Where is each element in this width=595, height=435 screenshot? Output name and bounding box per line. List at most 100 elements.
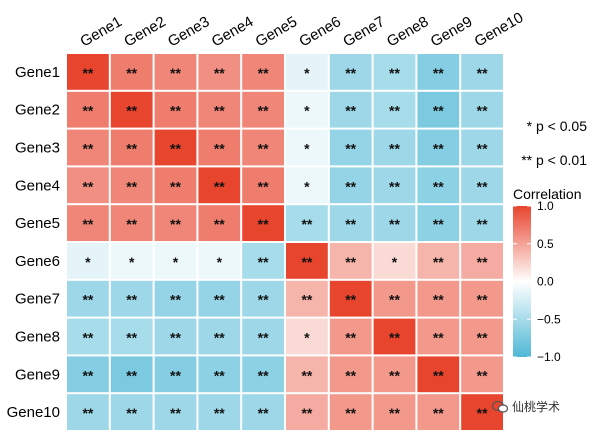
cell-gene6-gene3 bbox=[154, 243, 197, 279]
cell-gene2-gene6 bbox=[286, 91, 328, 128]
significance-mark: ** bbox=[433, 254, 444, 270]
cell-gene7-gene5 bbox=[242, 280, 284, 317]
significance-mark: ** bbox=[345, 405, 356, 421]
cell-gene2-gene8 bbox=[373, 91, 416, 128]
cell-gene5-gene3 bbox=[154, 205, 197, 241]
significance-mark: ** bbox=[389, 216, 400, 232]
significance-mark: * bbox=[304, 141, 310, 157]
cell-gene2-gene9 bbox=[417, 91, 460, 128]
significance-mark: ** bbox=[389, 65, 400, 81]
row-labels: Gene1 Gene2 Gene3 Gene4 Gene5 Gene6 Gene7 Gene8… bbox=[7, 64, 60, 421]
cell-gene6-gene5 bbox=[242, 243, 284, 279]
significance-mark: ** bbox=[345, 330, 356, 346]
cell-gene2-gene4 bbox=[198, 91, 241, 128]
significance-mark: ** bbox=[126, 65, 137, 81]
column-label-gene2: Gene2 bbox=[121, 13, 169, 50]
significance-mark: ** bbox=[258, 216, 269, 232]
row-label-gene10: Gene10 bbox=[7, 404, 60, 421]
cell-gene3-gene1 bbox=[67, 129, 109, 166]
cell-gene8-gene6 bbox=[286, 318, 328, 355]
cell-gene4-gene6 bbox=[286, 167, 328, 204]
cell-gene9-gene1 bbox=[67, 356, 109, 393]
cell-gene7-gene8 bbox=[373, 280, 416, 317]
significance-mark: * bbox=[392, 254, 398, 270]
cell-gene10-gene8 bbox=[373, 394, 416, 430]
cell-gene2-gene3 bbox=[154, 91, 197, 128]
significance-mark: * bbox=[129, 254, 135, 270]
column-label-gene9: Gene9 bbox=[428, 13, 476, 50]
significance-mark: ** bbox=[477, 65, 488, 81]
significance-mark: ** bbox=[433, 65, 444, 81]
wechat-icon bbox=[492, 400, 508, 413]
row-label-gene6: Gene6 bbox=[15, 253, 60, 270]
significance-mark: ** bbox=[170, 65, 181, 81]
cell-gene4-gene7 bbox=[329, 167, 372, 204]
significance-mark: ** bbox=[126, 103, 137, 119]
cell-gene1-gene7 bbox=[329, 54, 372, 90]
significance-mark: ** bbox=[214, 330, 225, 346]
significance-mark: ** bbox=[82, 141, 93, 157]
significance-mark: ** bbox=[345, 65, 356, 81]
significance-mark: ** bbox=[345, 216, 356, 232]
cell-gene2-gene5 bbox=[242, 91, 284, 128]
significance-mark: ** bbox=[82, 330, 93, 346]
significance-mark: ** bbox=[477, 141, 488, 157]
cell-gene5-gene2 bbox=[110, 205, 153, 241]
colorbar-tick-label: −0.5 bbox=[537, 312, 561, 326]
cell-gene10-gene5 bbox=[242, 394, 284, 430]
cell-gene9-gene6 bbox=[286, 356, 328, 393]
column-labels: Gene1Gene2Gene3Gene4Gene5Gene6Gene7Gene8… bbox=[77, 9, 526, 50]
significance-mark: * bbox=[304, 65, 310, 81]
significance-mark: ** bbox=[258, 367, 269, 383]
significance-mark: ** bbox=[301, 405, 312, 421]
significance-mark: ** bbox=[126, 292, 137, 308]
cell-gene8-gene10 bbox=[461, 318, 503, 355]
column-label-gene8: Gene8 bbox=[384, 13, 432, 50]
cell-gene7-gene7 bbox=[329, 280, 372, 317]
cell-gene3-gene10 bbox=[461, 129, 503, 166]
cell-gene10-gene9 bbox=[417, 394, 460, 430]
significance-mark: ** bbox=[389, 103, 400, 119]
significance-mark: ** bbox=[82, 405, 93, 421]
row-label-gene4: Gene4 bbox=[15, 177, 60, 194]
significance-mark: ** bbox=[433, 178, 444, 194]
significance-mark: ** bbox=[258, 292, 269, 308]
significance-mark: ** bbox=[477, 254, 488, 270]
cell-gene3-gene6 bbox=[286, 129, 328, 166]
cell-gene10-gene10 bbox=[461, 394, 503, 430]
significance-mark: * bbox=[173, 254, 179, 270]
significance-mark: ** bbox=[389, 330, 400, 346]
cell-gene6-gene7 bbox=[329, 243, 372, 279]
cell-gene5-gene5 bbox=[242, 205, 284, 241]
colorbar-tick-label: −1.0 bbox=[537, 350, 561, 364]
cell-gene10-gene2 bbox=[110, 394, 153, 430]
significance-mark: ** bbox=[170, 141, 181, 157]
cell-gene9-gene8 bbox=[373, 356, 416, 393]
significance-mark: ** bbox=[170, 103, 181, 119]
cell-gene6-gene9 bbox=[417, 243, 460, 279]
significance-mark: ** bbox=[433, 141, 444, 157]
cell-gene6-gene2 bbox=[110, 243, 153, 279]
significance-mark: ** bbox=[126, 216, 137, 232]
significance-legend-p01: ** p < 0.01 bbox=[521, 152, 587, 168]
significance-mark: ** bbox=[345, 254, 356, 270]
cell-gene3-gene9 bbox=[417, 129, 460, 166]
cell-gene1-gene1 bbox=[67, 54, 109, 90]
significance-mark: ** bbox=[433, 367, 444, 383]
significance-mark: ** bbox=[389, 178, 400, 194]
column-label-gene7: Gene7 bbox=[340, 13, 388, 50]
cell-gene8-gene8 bbox=[373, 318, 416, 355]
cell-gene6-gene1 bbox=[67, 243, 109, 279]
colorbar-tick-label: 0.0 bbox=[537, 275, 554, 289]
significance-mark: ** bbox=[477, 292, 488, 308]
cell-gene10-gene1 bbox=[67, 394, 109, 430]
cell-gene2-gene7 bbox=[329, 91, 372, 128]
row-label-gene1: Gene1 bbox=[15, 64, 60, 81]
cell-gene4-gene10 bbox=[461, 167, 503, 204]
cell-gene1-gene5 bbox=[242, 54, 284, 90]
significance-mark: ** bbox=[389, 141, 400, 157]
significance-mark: ** bbox=[345, 292, 356, 308]
cell-gene7-gene10 bbox=[461, 280, 503, 317]
significance-mark: ** bbox=[433, 405, 444, 421]
cell-gene4-gene4 bbox=[198, 167, 241, 204]
